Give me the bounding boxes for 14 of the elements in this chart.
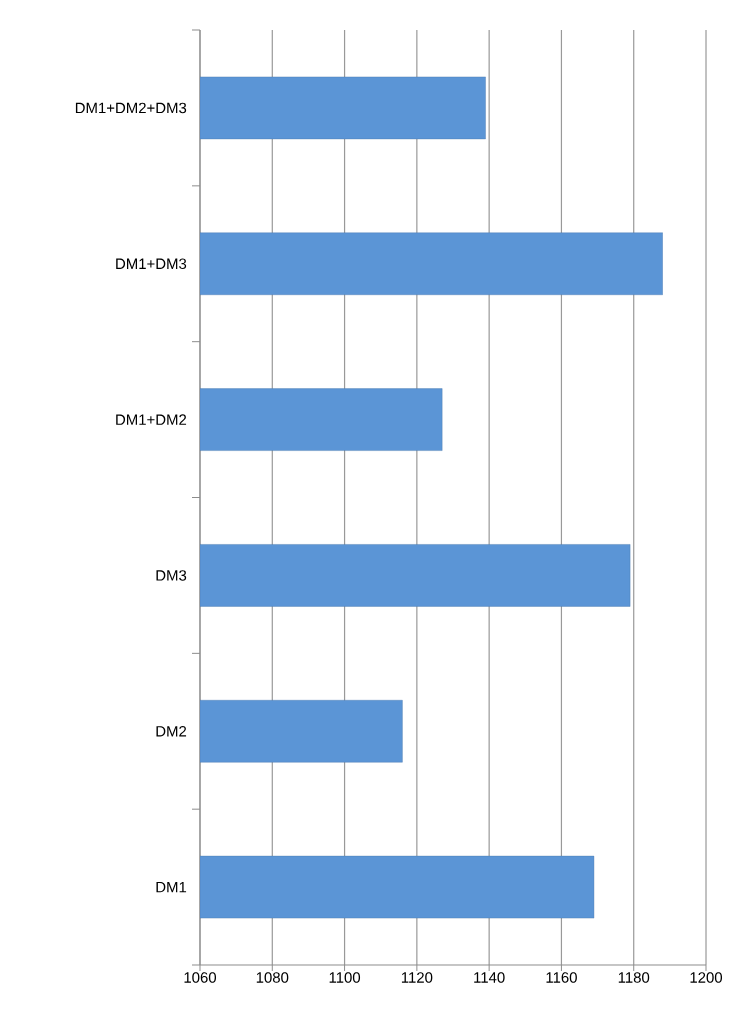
x-tick-label: 1100 xyxy=(329,972,361,983)
x-tick-label: 1140 xyxy=(474,972,505,983)
y-tick-label: DM2 xyxy=(156,726,187,737)
y-tick-label: DM3 xyxy=(156,570,187,581)
x-tick-label: 1160 xyxy=(546,972,577,983)
y-tick-label: DM1 xyxy=(156,881,187,893)
x-tick-label: 1180 xyxy=(618,972,650,983)
x-tick-label: 1120 xyxy=(401,972,433,983)
x-tick-label: 1080 xyxy=(256,972,289,983)
x-tick-label: 1060 xyxy=(184,972,217,983)
y-tick-label: DM1+DM3 xyxy=(116,258,187,270)
y-tick-label: DM1+DM2+DM3 xyxy=(75,102,187,114)
y-tick-label: DM1+DM2 xyxy=(116,414,187,425)
x-tick-label: 1200 xyxy=(690,972,723,983)
